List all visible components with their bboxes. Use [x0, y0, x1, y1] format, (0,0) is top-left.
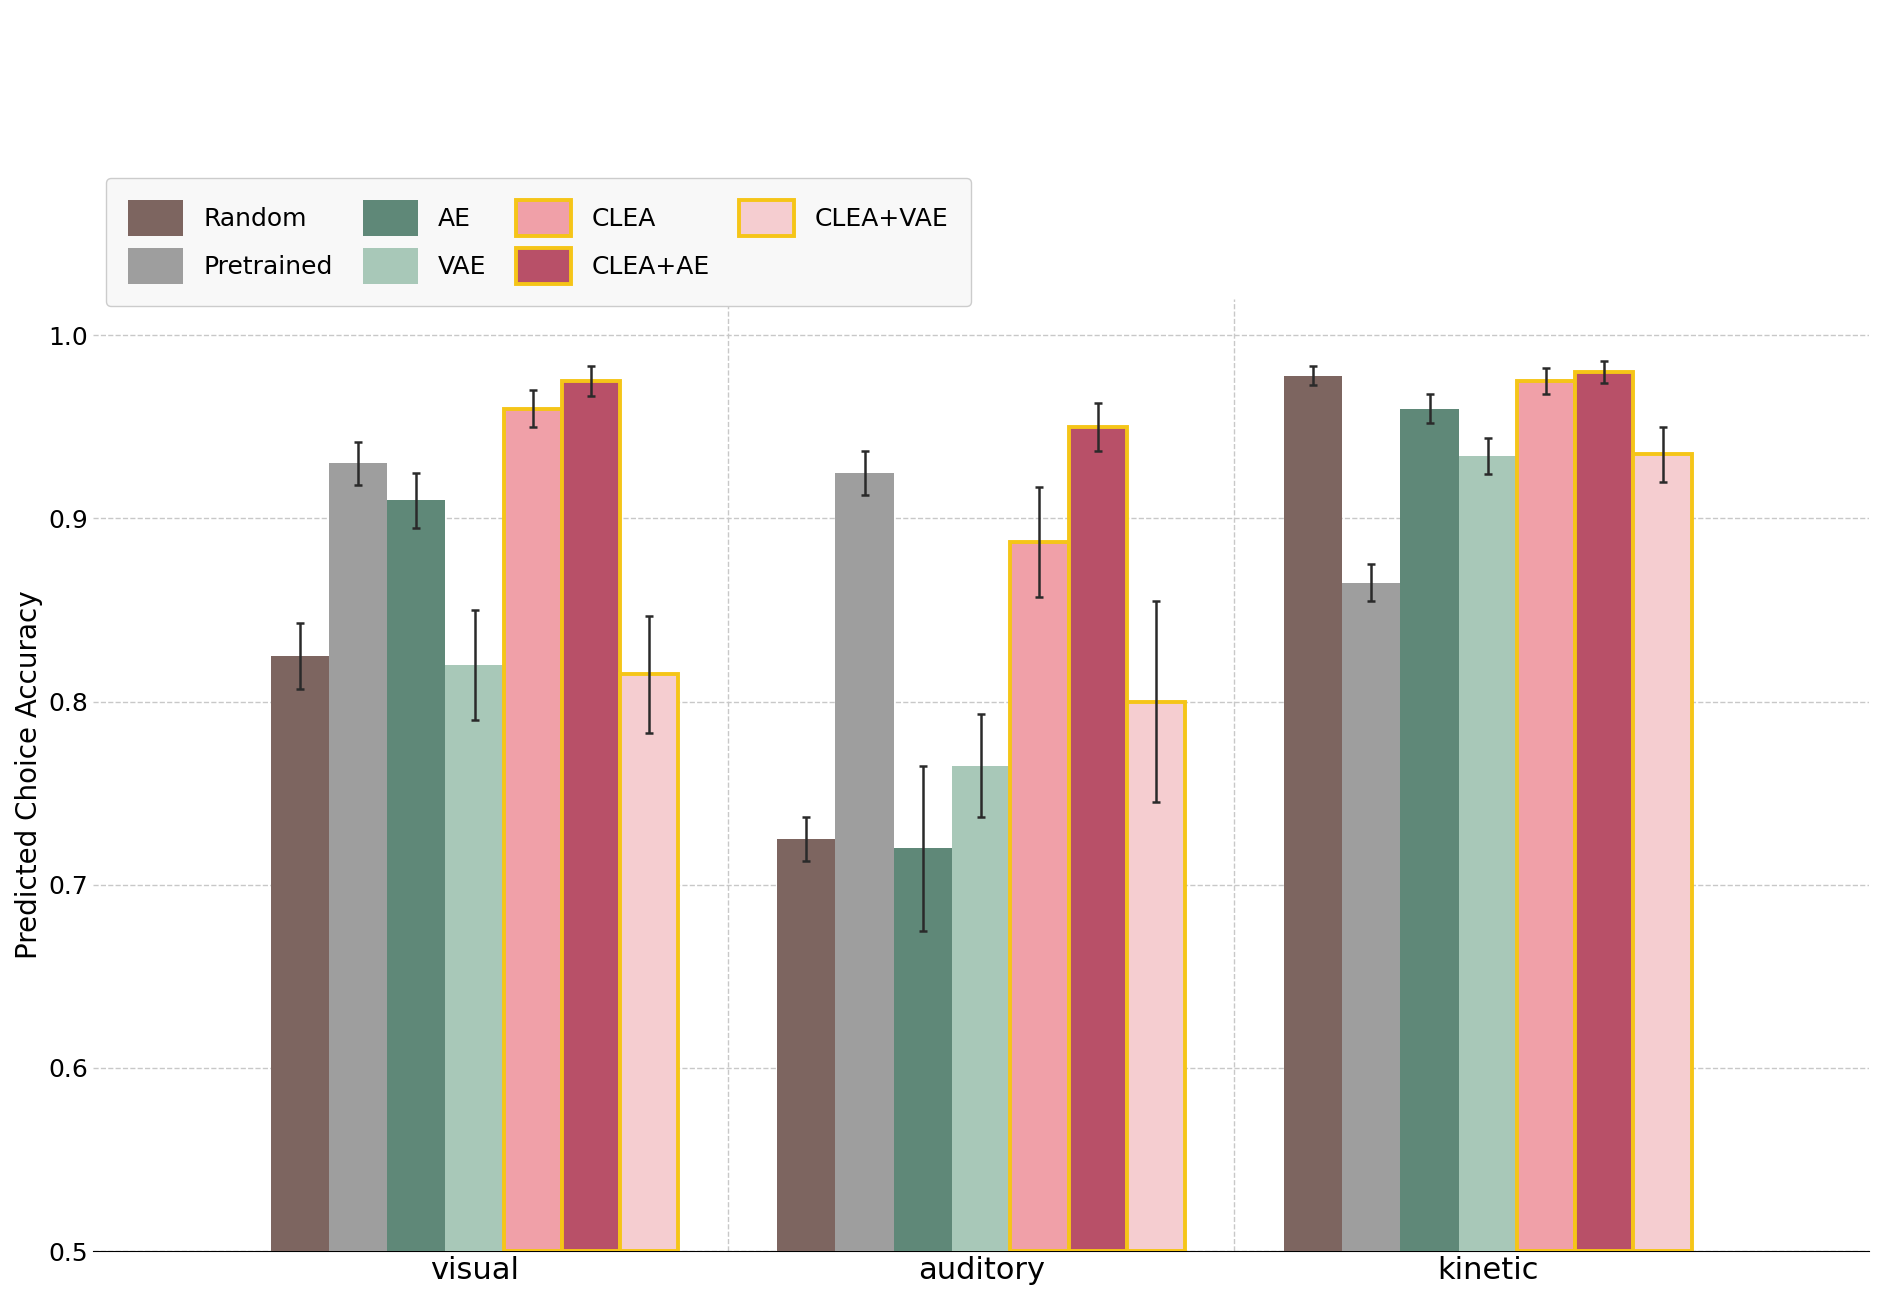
Y-axis label: Predicted Choice Accuracy: Predicted Choice Accuracy — [15, 590, 43, 959]
Bar — [386, 500, 445, 1251]
Bar — [1400, 408, 1458, 1251]
Legend: Random, Pretrained, AE, VAE, CLEA, CLEA+AE, CLEA+VAE: Random, Pretrained, AE, VAE, CLEA, CLEA+… — [106, 178, 970, 306]
Bar — [1127, 702, 1185, 1251]
Bar — [1283, 376, 1341, 1251]
Bar — [778, 838, 835, 1251]
Bar — [561, 381, 620, 1251]
Bar — [835, 473, 893, 1251]
Bar — [1517, 381, 1575, 1251]
Bar — [271, 655, 330, 1251]
Bar — [330, 464, 386, 1251]
Bar — [445, 666, 503, 1251]
Bar — [1633, 454, 1692, 1251]
Bar — [503, 408, 561, 1251]
Bar — [1458, 456, 1517, 1251]
Bar — [1575, 372, 1633, 1251]
Bar — [1010, 542, 1068, 1251]
Bar — [951, 766, 1010, 1251]
Bar — [620, 675, 678, 1251]
Bar — [1341, 582, 1400, 1251]
Bar — [893, 848, 951, 1251]
Bar — [1068, 426, 1127, 1251]
